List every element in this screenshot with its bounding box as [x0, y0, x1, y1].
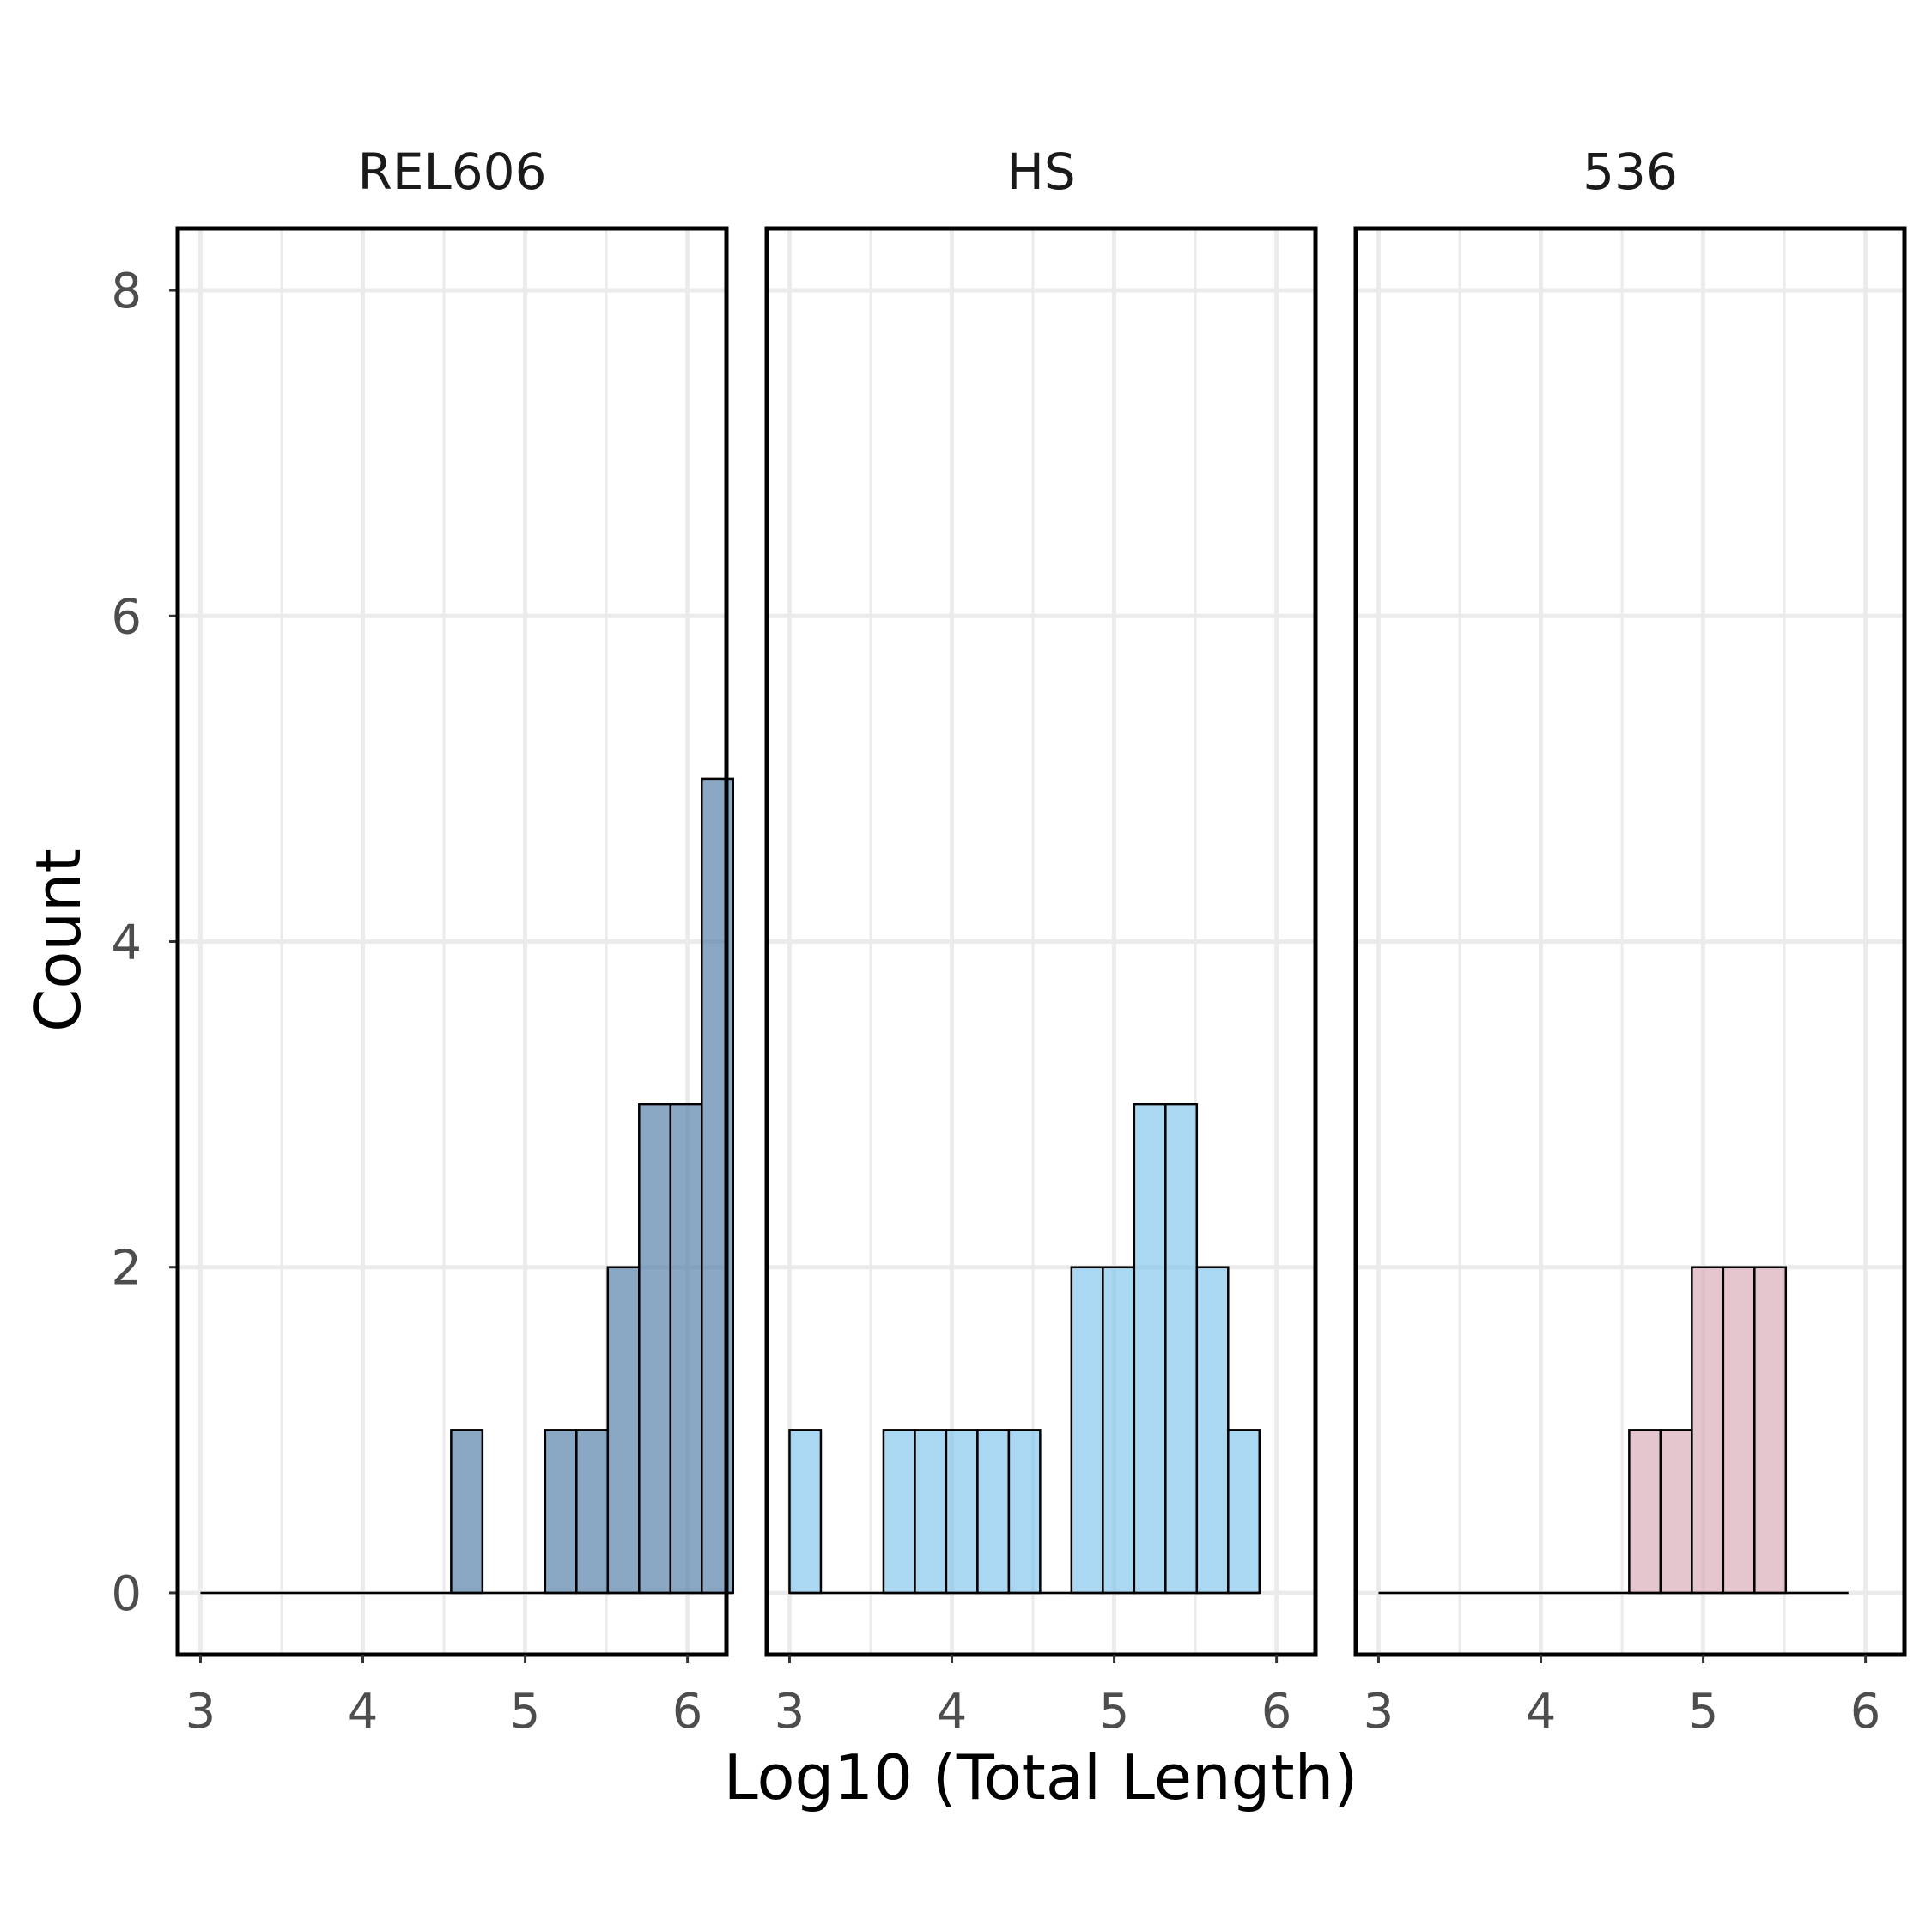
panel-hs: HS 3 4 5 6 — [764, 143, 1318, 1740]
y-tick-label: 8 — [111, 264, 142, 319]
x-axis-title: Log10 (Total Length) — [724, 1741, 1358, 1814]
panel-border — [1353, 226, 1907, 1657]
histogram-bar — [882, 1429, 916, 1595]
histogram-bar — [1007, 1429, 1042, 1595]
y-tick-label: 2 — [111, 1241, 142, 1297]
histogram-bar — [1164, 1103, 1199, 1595]
x-tick-label: 6 — [672, 1684, 703, 1740]
y-tick-label: 6 — [111, 589, 142, 645]
y-tick-label: 0 — [111, 1566, 142, 1622]
panel-title: HS — [1006, 143, 1075, 201]
x-tick-label: 6 — [1850, 1684, 1881, 1740]
histogram-bar — [450, 1429, 484, 1595]
panel-title: REL606 — [358, 143, 547, 201]
x-tick-label: 6 — [1261, 1684, 1292, 1740]
y-tick-label: 4 — [111, 915, 142, 971]
histogram-bar — [575, 1429, 610, 1595]
panel-rel606: REL606 3 4 5 6 — [175, 143, 735, 1740]
x-tick-label: 5 — [1099, 1684, 1130, 1740]
histogram-bar — [606, 1266, 641, 1595]
histogram-bar — [914, 1429, 948, 1595]
x-tick-label: 4 — [348, 1684, 379, 1740]
panel-border — [175, 226, 729, 1657]
histogram-bar — [1659, 1429, 1693, 1595]
histogram-bar — [1227, 1429, 1261, 1595]
histogram-bar — [1070, 1266, 1104, 1595]
y-axis-title: Count — [22, 848, 94, 1032]
histogram-bar — [976, 1429, 1011, 1595]
histogram-bar — [1133, 1103, 1167, 1595]
histogram-bar — [1628, 1429, 1662, 1595]
histogram-bar — [945, 1429, 979, 1595]
histogram-bar — [1691, 1266, 1725, 1595]
x-tick-label: 4 — [1526, 1684, 1557, 1740]
panel-title: 536 — [1583, 143, 1678, 201]
histogram-bar — [638, 1103, 672, 1595]
histogram-bar — [1753, 1266, 1788, 1595]
histogram-bar — [1102, 1266, 1136, 1595]
x-tick-label: 3 — [185, 1684, 216, 1740]
histogram-bar — [1195, 1266, 1230, 1595]
x-tick-label: 5 — [510, 1684, 541, 1740]
x-tick-label: 3 — [775, 1684, 805, 1740]
x-tick-label: 3 — [1364, 1684, 1394, 1740]
x-tick-label: 4 — [937, 1684, 968, 1740]
x-tick-label: 5 — [1688, 1684, 1719, 1740]
panel-536: 536 3 4 5 6 — [1353, 143, 1907, 1740]
histogram-bar — [1722, 1266, 1756, 1595]
histogram-bar — [669, 1103, 703, 1595]
histogram-bar — [544, 1429, 578, 1595]
panel-border — [764, 226, 1318, 1657]
histogram-bar — [788, 1429, 823, 1595]
panels-layer: 0 2 4 6 8 REL606 3 4 5 6 HS 3 4 5 6 536 3 4 5 6 — [111, 143, 1907, 1740]
